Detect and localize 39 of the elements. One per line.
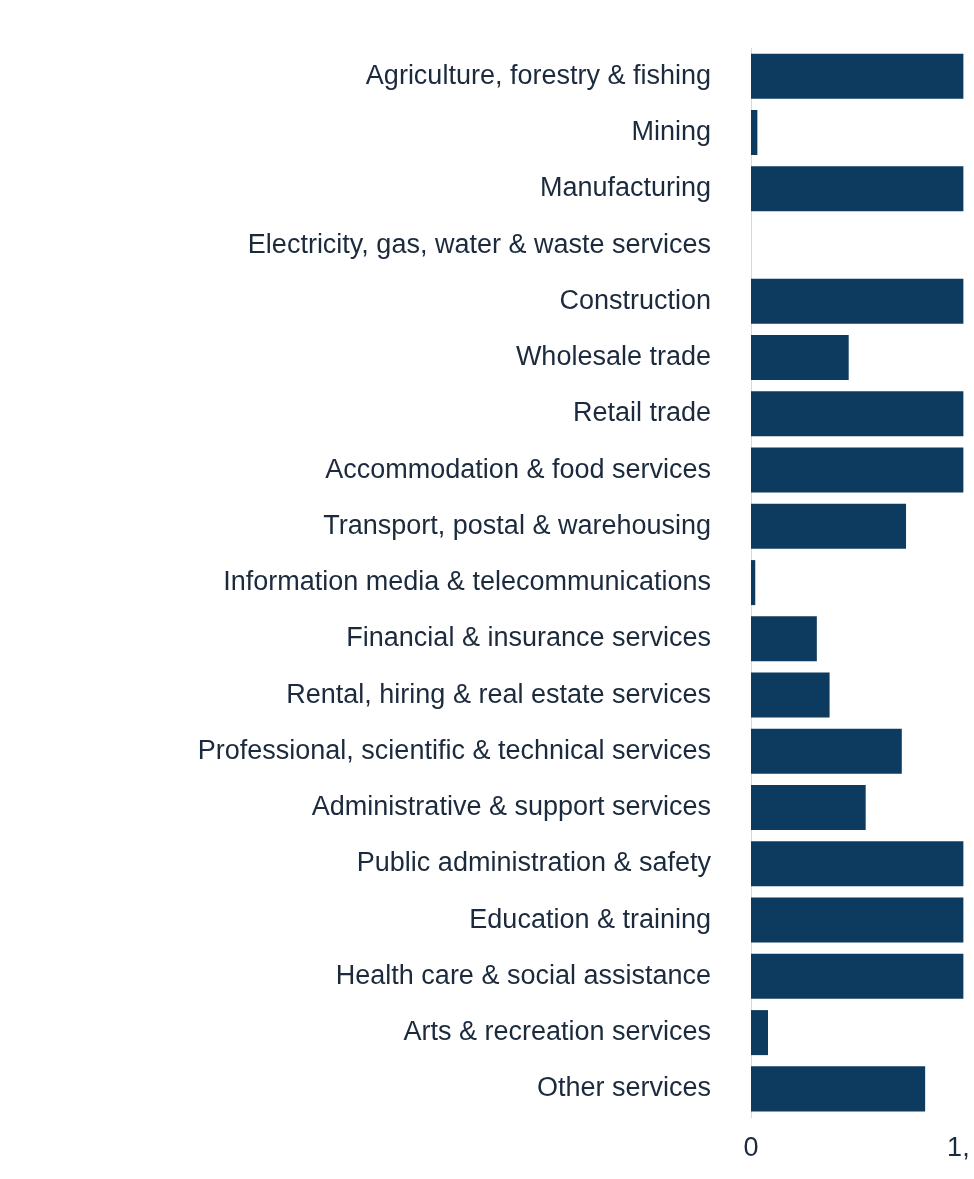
bar xyxy=(751,841,964,887)
y-tick-label: Other services xyxy=(536,1072,711,1103)
bar xyxy=(751,503,907,549)
y-tick-label: Transport, postal & warehousing xyxy=(323,509,711,540)
bar xyxy=(751,785,866,831)
bar xyxy=(751,953,964,999)
y-tick-label: Retail trade xyxy=(572,397,711,428)
y-tick-label: Health care & social assistance xyxy=(335,959,711,990)
y-tick-label: Wholesale trade xyxy=(515,341,711,372)
y-tick-label: Electricity, gas, water & waste services xyxy=(247,228,711,259)
y-tick-label: Information media & telecommunications xyxy=(223,566,711,597)
bar xyxy=(751,1066,926,1112)
y-tick-label: Manufacturing xyxy=(539,172,711,203)
y-tick-label: Agriculture, forestry & fishing xyxy=(365,59,711,90)
y-tick-label: Arts & recreation services xyxy=(403,1016,711,1047)
bar xyxy=(751,110,758,156)
bar xyxy=(751,447,964,493)
y-tick-label: Construction xyxy=(559,284,711,315)
bar xyxy=(751,391,964,437)
y-tick-label: Mining xyxy=(631,116,711,147)
bar xyxy=(751,897,964,943)
y-tick-label: Rental, hiring & real estate services xyxy=(286,678,711,709)
y-tick-label: Public administration & safety xyxy=(356,847,712,878)
y-tick-label: Professional, scientific & technical services xyxy=(197,734,711,765)
bar xyxy=(751,53,964,99)
text: 0 xyxy=(743,1132,759,1163)
y-tick-label: Administrative & support services xyxy=(311,791,711,822)
text: 1, xyxy=(947,1132,970,1163)
y-tick-label: Accommodation & food services xyxy=(325,453,711,484)
bar xyxy=(751,728,902,774)
bar xyxy=(751,672,830,718)
y-tick-label: Education & training xyxy=(469,903,711,934)
bar xyxy=(751,1010,768,1056)
bar xyxy=(751,560,756,606)
bar xyxy=(751,166,964,212)
bar xyxy=(751,335,849,381)
bar xyxy=(751,278,964,324)
y-tick-label: Financial & insurance services xyxy=(346,622,711,653)
bar xyxy=(751,616,817,662)
